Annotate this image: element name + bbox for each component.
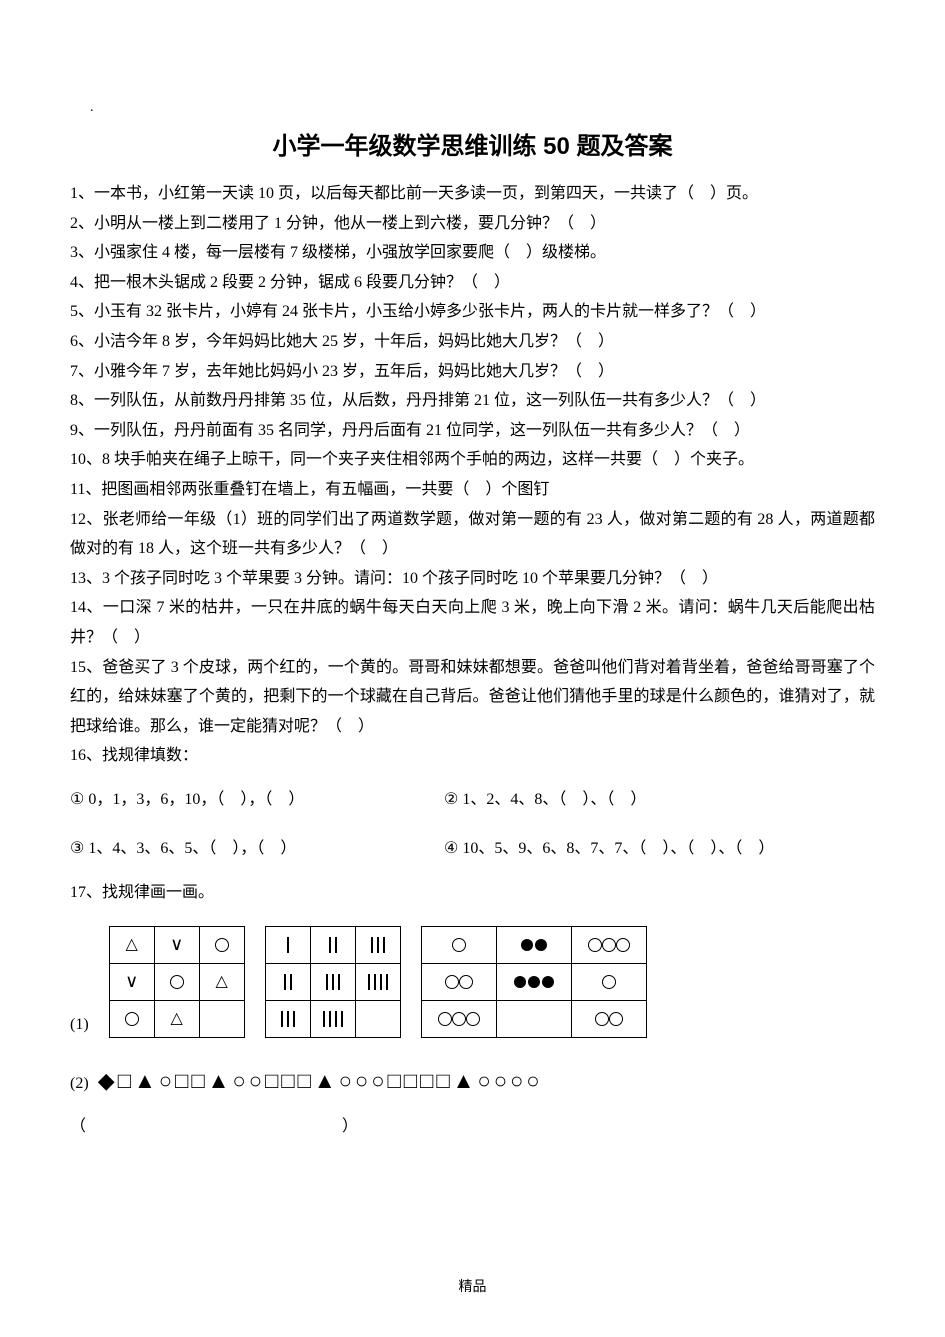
cell [421, 1000, 496, 1037]
cell [154, 963, 199, 1000]
cell [571, 926, 646, 963]
question-17: 17、找规律画一画。 [70, 878, 875, 908]
question-list: 1、一本书，小红第一天读 10 页，以后每天都比前一天多读一页，到第四天，一共读… [70, 179, 875, 771]
pattern-table-2 [265, 926, 401, 1038]
shape-sequence: ◆□▲○□□▲○○□□□▲○○○□□□□▲○○○○ [98, 1068, 543, 1093]
seq-text-2: 1、2、4、8、（ ）、（ ） [462, 791, 646, 808]
cell [355, 926, 400, 963]
cell: △ [109, 926, 154, 963]
seq-number-1: ① [70, 779, 84, 821]
pattern-table-1: △ ∨ ∨ △ △ [109, 926, 245, 1038]
cell [496, 1000, 571, 1037]
cell [571, 963, 646, 1000]
question-item: 2、小明从一楼上到二楼用了 1 分钟，他从一楼上到六楼，要几分钟？（ ） [70, 209, 875, 239]
cell [199, 1000, 244, 1037]
cell [355, 963, 400, 1000]
cell [571, 1000, 646, 1037]
question-item: 9、一列队伍，丹丹前面有 35 名同学，丹丹后面有 21 位同学，这一列队伍一共… [70, 416, 875, 446]
question-item: 6、小洁今年 8 岁，今年妈妈比她大 25 岁，十年后，妈妈比她大几岁？（ ） [70, 327, 875, 357]
question-item: 1、一本书，小红第一天读 10 页，以后每天都比前一天多读一页，到第四天，一共读… [70, 179, 875, 209]
question-item: 16、找规律填数： [70, 741, 875, 771]
sequence-row-2: ③ 1、4、3、6、5、（ ），（ ） ④ 10、5、9、6、8、7、7、（ ）… [70, 828, 875, 870]
cell [265, 926, 310, 963]
cell: △ [199, 963, 244, 1000]
pattern-tables-row: (1) △ ∨ ∨ △ △ [70, 926, 875, 1038]
sequence-row-1: ① 0，1，3，6，10，（ ），（ ） ② 1、2、4、8、（ ）、（ ） [70, 779, 875, 821]
cell [310, 926, 355, 963]
question-item: 3、小强家住 4 楼，每一层楼有 7 级楼梯，小强放学回家要爬（ ）级楼梯。 [70, 238, 875, 268]
seq-number-2: ② [444, 779, 458, 821]
cell [265, 963, 310, 1000]
question-item: 10、8 块手帕夹在绳子上晾干，同一个夹子夹住相邻两个手帕的两边，这样一共要（ … [70, 445, 875, 475]
question-item: 13、3 个孩子同时吃 3 个苹果要 3 分钟。请问：10 个孩子同时吃 10 … [70, 564, 875, 594]
cell [310, 963, 355, 1000]
answer-paren: （ ） [70, 1112, 875, 1136]
cell: ∨ [154, 926, 199, 963]
pattern-label-1: (1) [70, 1016, 89, 1038]
cell [421, 963, 496, 1000]
question-item: 7、小雅今年 7 岁，去年她比妈妈小 23 岁，五年后，妈妈比她大几岁？（ ） [70, 357, 875, 387]
cell [265, 1000, 310, 1037]
seq-number-3: ③ [70, 828, 84, 870]
cell: △ [154, 1000, 199, 1037]
seq-text-4: 10、5、9、6、8、7、7、（ ）、（ ）、（ ） [462, 840, 774, 857]
question-item: 14、一口深 7 米的枯井，一只在井底的蜗牛每天白天向上爬 3 米，晚上向下滑 … [70, 593, 875, 652]
document-title: 小学一年级数学思维训练 50 题及答案 [70, 126, 875, 161]
cell: ∨ [109, 963, 154, 1000]
question-item: 5、小玉有 32 张卡片，小婷有 24 张卡片，小玉给小婷多少张卡片，两人的卡片… [70, 297, 875, 327]
cell [421, 926, 496, 963]
seq-number-4: ④ [444, 828, 458, 870]
question-item: 12、张老师给一年级（1）班的同学们出了两道数学题，做对第一题的有 23 人，做… [70, 505, 875, 564]
header-dot: . [70, 100, 875, 116]
question-item: 11、把图画相邻两张重叠钉在墙上，有五幅画，一共要（ ）个图钉 [70, 475, 875, 505]
shape-sequence-row: (2) ◆□▲○□□▲○○□□□▲○○○□□□□▲○○○○ [70, 1068, 875, 1094]
shape-row-label: (2) [70, 1075, 89, 1092]
cell [109, 1000, 154, 1037]
question-item: 4、把一根木头锯成 2 段要 2 分钟，锯成 6 段要几分钟？（ ） [70, 268, 875, 298]
pattern-table-3 [421, 926, 647, 1038]
question-item: 15、爸爸买了 3 个皮球，两个红的，一个黄的。哥哥和妹妹都想要。爸爸叫他们背对… [70, 653, 875, 742]
cell [310, 1000, 355, 1037]
cell [496, 963, 571, 1000]
footer-text: 精品 [70, 1276, 875, 1296]
cell [496, 926, 571, 963]
cell [355, 1000, 400, 1037]
seq-text-1: 0，1，3，6，10，（ ），（ ） [88, 791, 304, 808]
seq-text-3: 1、4、3、6、5、（ ），（ ） [88, 840, 296, 857]
question-item: 8、一列队伍，从前数丹丹排第 35 位，从后数，丹丹排第 21 位，这一列队伍一… [70, 386, 875, 416]
cell [199, 926, 244, 963]
